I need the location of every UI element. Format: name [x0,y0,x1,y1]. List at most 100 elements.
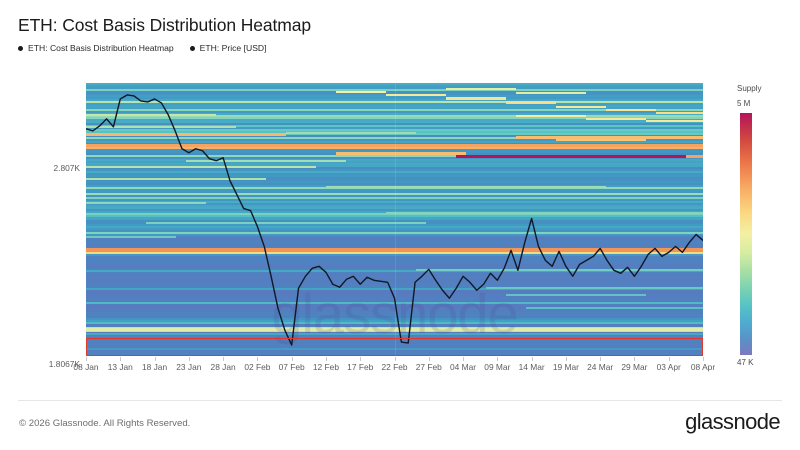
y-axis: 2.807K 1.8067K [0,0,80,450]
x-axis-label: 12 Feb [312,362,339,372]
heatmap-band [86,127,703,130]
heatmap-band-highlight [86,113,216,116]
heatmap-band [86,347,703,351]
heatmap-band [86,277,703,281]
heatmap-band-highlight [336,152,466,155]
heatmap-band [86,141,703,144]
x-axis-label: 22 Feb [381,362,408,372]
heatmap-band [86,177,703,180]
heatmap-band [86,161,703,164]
x-axis-label: 03 Apr [656,362,681,372]
heatmap-band [86,215,703,219]
heatmap-band [86,97,703,100]
heatmap-band [86,101,703,104]
legend-item-price[interactable]: ETH: Price [USD] [189,43,267,53]
heatmap-band [86,201,703,205]
chart-legend: ETH: Cost Basis Distribution Heatmap ETH… [18,43,267,53]
heatmap-band [86,253,703,257]
x-axis-tick [668,357,670,361]
heatmap-band [86,125,703,128]
x-axis-label: 24 Mar [587,362,614,372]
heatmap-band [86,233,703,237]
x-axis-tick [188,357,190,361]
selection-highlight-box[interactable] [86,338,703,356]
heatmap-band [86,293,703,297]
heatmap-band [86,273,703,277]
x-axis-label: 08 Jan [73,362,99,372]
x-axis-label: 19 Mar [552,362,579,372]
x-axis-label: 28 Jan [210,362,236,372]
heatmap-band [86,319,703,323]
heatmap-band [86,137,703,140]
heatmap-band [86,183,703,186]
x-axis-tick [463,357,465,361]
heatmap-band-highlight [506,294,646,297]
heatmap-band-highlight [516,91,586,95]
x-axis-label: 18 Jan [141,362,168,372]
x-axis-label: 29 Mar [621,362,648,372]
heatmap-band [86,343,703,347]
heatmap-band-highlight [556,138,646,141]
x-axis-tick [86,357,87,361]
heatmap-band [86,205,703,209]
heatmap-plot-area[interactable]: glassnode [86,83,703,356]
heatmap-band [86,339,703,343]
heatmap-band [86,261,703,265]
heatmap-band [86,353,703,356]
gridline [394,83,396,356]
heatmap-band [86,197,703,200]
heatmap-band [86,171,703,174]
heatmap-band [86,307,703,311]
legend-item-heatmap[interactable]: ETH: Cost Basis Distribution Heatmap [18,43,174,53]
heatmap-band [86,189,703,192]
heatmap-band [86,117,703,120]
heatmap-band [86,199,703,203]
heatmap-band [86,195,703,198]
heatmap-band [86,191,703,194]
heatmap-band-highlight [386,93,446,97]
x-axis-tick [703,357,704,361]
heatmap-band [86,341,703,345]
heatmap-band [86,285,703,289]
heatmap-band [86,323,703,327]
legend-dot-icon [189,45,195,51]
heatmap-band [86,193,703,196]
heatmap-band-highlight [86,251,703,254]
heatmap-band-highlight [86,332,703,335]
x-axis-label: 14 Mar [518,362,545,372]
heatmap-band-highlight [146,222,426,225]
x-axis-tick [360,357,362,361]
heatmap-band-highlight [516,136,703,140]
heatmap-band [86,317,703,321]
heatmap-band-highlight [526,307,703,310]
heatmap-band [86,269,703,273]
heatmap-band [86,159,703,162]
heatmap-band [86,163,703,166]
x-axis-tick [497,357,499,361]
heatmap-band-highlight [416,269,703,272]
heatmap-band [86,111,703,114]
heatmap-band-highlight [656,112,703,115]
x-axis-label: 13 Jan [107,362,133,372]
heatmap-band [86,169,703,172]
heatmap-band [86,121,703,124]
heatmap-band-highlight [86,201,206,204]
copyright-text: © 2026 Glassnode. All Rights Reserved. [19,418,191,429]
legend-dot-icon [18,45,23,51]
heatmap-band [86,309,703,313]
heatmap-band [86,255,703,259]
heatmap-band [86,149,703,152]
x-axis-tick [634,357,636,361]
x-axis: 08 Jan 13 Jan 18 Jan 23 Jan 28 Jan 02 Feb 07 F… [0,362,800,376]
heatmap-band-highlight [86,248,703,252]
heatmap-band [86,135,703,138]
heatmap-band [86,89,703,92]
heatmap-band [86,287,703,291]
heatmap-band-highlight [326,185,606,188]
heatmap-band [86,91,703,94]
heatmap-band [86,223,703,227]
heatmap-band-highlight [606,108,656,112]
colorbar-gradient[interactable] [740,113,752,355]
heatmap-band-highlight [586,117,646,121]
heatmap-band-highlight [86,125,236,128]
